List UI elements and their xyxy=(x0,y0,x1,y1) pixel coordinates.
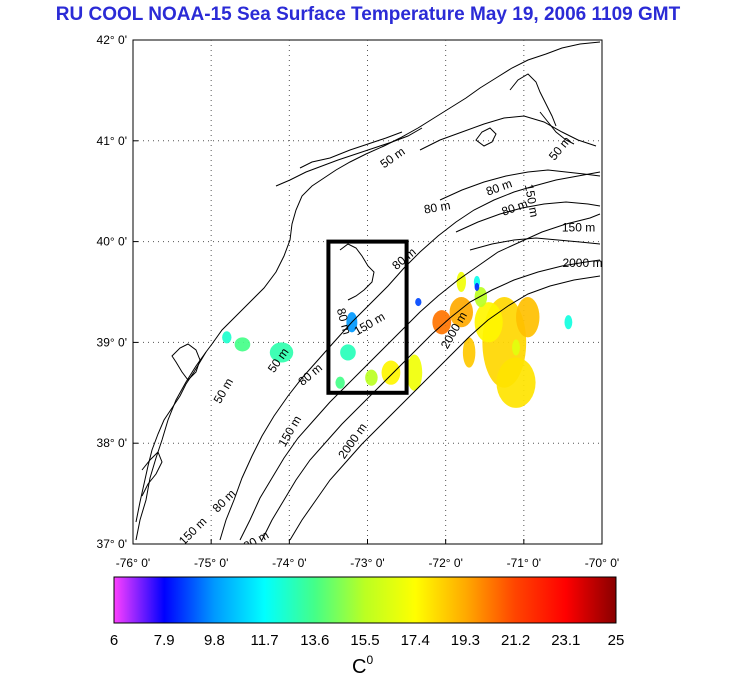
sst-patch xyxy=(462,337,476,368)
colorbar-tick-label: 23.1 xyxy=(551,632,580,649)
colorbar-tick-label: 11.7 xyxy=(251,632,279,649)
lon-tick-label: -75° 0' xyxy=(194,556,228,570)
lon-tick-label: -72° 0' xyxy=(428,556,462,570)
sst-patch xyxy=(234,337,251,352)
sst-patch xyxy=(564,315,573,330)
lon-tick-label: -74° 0' xyxy=(272,556,306,570)
colorbar-unit-label: C0 xyxy=(352,653,373,678)
lon-tick-label: -76° 0' xyxy=(116,556,150,570)
colorbar-gradient xyxy=(113,576,617,624)
colorbar-tick-label: 9.8 xyxy=(204,632,225,649)
colorbar-unit-superscript: 0 xyxy=(366,653,373,667)
coastline xyxy=(135,41,601,541)
sst-patch xyxy=(512,339,520,356)
colorbar-ticks: 6 7.9 9.8 11.7 13.6 15.5 17.4 19.3 21.2 23.1 25 xyxy=(110,632,625,649)
colorbar: 6 7.9 9.8 11.7 13.6 15.5 17.4 19.3 21.2 23.1 25 C0 xyxy=(110,576,625,678)
sst-patch xyxy=(340,344,356,361)
contour-label: 150 m xyxy=(522,183,542,218)
lat-tick-label: 41° 0' xyxy=(97,134,127,148)
sst-patch xyxy=(474,286,488,308)
lon-tick-label: -70° 0' xyxy=(585,556,619,570)
sst-patch xyxy=(381,360,401,385)
lat-tick-label: 37° 0' xyxy=(97,537,127,551)
sst-patch xyxy=(432,310,452,335)
colorbar-tick-label: 6 xyxy=(110,632,118,649)
contour-label: 2000 m xyxy=(562,256,602,270)
sst-patch xyxy=(474,282,480,291)
colorbar-tick-label: 19.3 xyxy=(451,632,480,649)
lat-tick-label: 42° 0' xyxy=(97,33,127,47)
lon-tick-label: -71° 0' xyxy=(507,556,541,570)
contour-label: 150 m xyxy=(562,221,595,235)
page-title: RU COOL NOAA-15 Sea Surface Temperature … xyxy=(55,4,681,25)
lat-tick-label: 40° 0' xyxy=(97,235,127,249)
sst-patch xyxy=(474,302,503,343)
colorbar-tick-label: 13.6 xyxy=(300,632,329,649)
lat-tick-label: 39° 0' xyxy=(97,335,127,349)
map-axes: -76° 0' -75° 0' -74° 0' -73° 0' -72° 0' -71° … xyxy=(97,33,620,570)
sst-patch xyxy=(406,354,423,391)
lat-tick-label: 38° 0' xyxy=(97,436,127,450)
contour-label: 80 m xyxy=(423,198,452,216)
sst-patch xyxy=(335,376,345,389)
lon-tick-label: -73° 0' xyxy=(350,556,384,570)
sst-patch xyxy=(496,357,536,408)
sst-patch xyxy=(456,271,466,293)
sst-patch xyxy=(269,342,294,363)
sst-patch xyxy=(365,369,378,386)
colorbar-tick-label: 21.2 xyxy=(501,632,530,649)
contour-label: 80 m xyxy=(334,307,354,336)
colorbar-tick-label: 15.5 xyxy=(350,632,379,649)
colorbar-tick-label: 7.9 xyxy=(154,632,175,649)
sst-data-layer xyxy=(222,271,573,408)
study-area-box xyxy=(326,239,409,395)
sst-patch xyxy=(415,298,422,307)
colorbar-tick-label: 25 xyxy=(608,632,625,649)
sst-patch xyxy=(222,331,232,344)
sst-patch xyxy=(516,297,540,338)
colorbar-tick-label: 17.4 xyxy=(401,632,430,649)
